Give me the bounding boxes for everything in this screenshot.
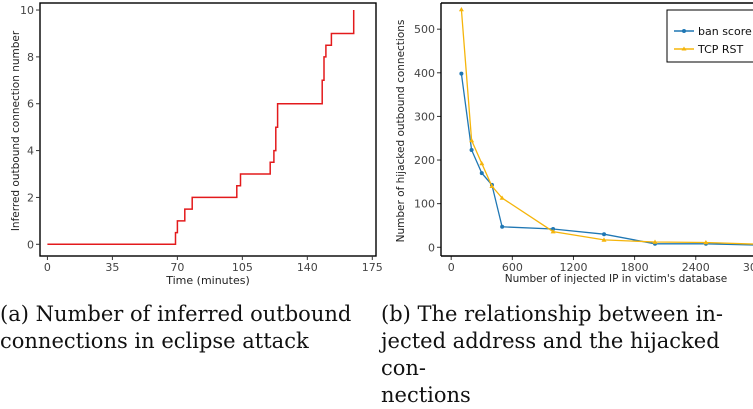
x-tick-label: 175	[362, 261, 383, 274]
data-point	[601, 237, 607, 242]
data-point	[550, 229, 556, 234]
series-line	[47, 10, 355, 246]
y-tick-label: 200	[414, 154, 435, 167]
tick-group: 0 600 1200 1800 2400 3000 0 100 200 300 400 500	[414, 23, 753, 274]
legend: ban score TCP RST	[666, 9, 753, 63]
y-tick-label: 400	[414, 67, 435, 80]
x-tick-label: 3000	[743, 261, 753, 274]
x-tick-label: 105	[232, 261, 253, 274]
y-tick-label: 6	[27, 98, 34, 111]
series-line	[460, 9, 753, 245]
data-point	[500, 224, 505, 229]
data-point	[602, 232, 607, 237]
x-tick-label: 2400	[682, 261, 710, 274]
y-tick-label: 500	[414, 23, 435, 36]
x-tick-label: 0	[448, 261, 455, 274]
x-tick-label: 1200	[559, 261, 587, 274]
series-line	[460, 73, 753, 246]
y-tick-label: 100	[414, 198, 435, 211]
data-point	[499, 195, 505, 200]
data-point	[469, 137, 475, 143]
data-point	[551, 226, 556, 231]
y-axis-label: Number of hijacked outbound connections	[395, 20, 407, 243]
series-group	[458, 7, 753, 246]
data-point	[479, 161, 485, 166]
y-axis-label: Inferred outbound connection number	[10, 30, 22, 231]
legend-box	[666, 9, 753, 63]
data-point	[459, 71, 464, 76]
data-point	[489, 183, 495, 188]
x-tick-label: 35	[105, 261, 119, 274]
x-axis-label: Time (minutes)	[165, 274, 250, 287]
legend-marker-tcp-rst	[681, 46, 687, 51]
x-tick-label: 600	[502, 261, 523, 274]
y-tick-label: 2	[27, 191, 34, 204]
legend-label-ban-score: ban score	[698, 25, 752, 38]
data-point	[703, 240, 709, 245]
data-point	[469, 148, 474, 153]
y-tick-label: 0	[428, 241, 435, 254]
x-tick-label: 140	[297, 261, 318, 274]
data-point	[479, 171, 484, 176]
y-tick-label: 10	[20, 4, 34, 17]
legend-marker-ban-score	[682, 29, 686, 33]
y-tick-label: 4	[27, 145, 34, 158]
legend-label-tcp-rst: TCP RST	[697, 43, 744, 56]
x-tick-label: 0	[44, 261, 51, 274]
chart-hijacked-connections: 0 600 1200 1800 2400 3000 0 100 200 300 400 500 ban…	[395, 2, 753, 285]
caption-a: (a) Number of inferred outbound connecti…	[0, 302, 352, 353]
x-tick-label: 1800	[621, 261, 649, 274]
y-tick-label: 0	[27, 238, 34, 251]
caption-b: (b) The relationship between in- jected …	[381, 302, 723, 407]
y-tick-label: 300	[414, 110, 435, 123]
data-point	[652, 239, 658, 244]
x-tick-label: 70	[170, 261, 184, 274]
plot-frame	[39, 2, 377, 257]
y-tick-label: 8	[27, 51, 34, 64]
tick-group: 0 35 70 105 140 175 0 2 4 6 8 10	[20, 4, 383, 274]
data-point	[458, 7, 464, 12]
figure: 0 35 70 105 140 175 0 2 4 6 8 10 Time (minutes) Inf…	[10, 2, 753, 287]
chart-inferred-connections: 0 35 70 105 140 175 0 2 4 6 8 10 Time (minutes) Inf…	[10, 2, 383, 287]
x-axis-label: Number of injected IP in victim's databa…	[505, 273, 728, 285]
